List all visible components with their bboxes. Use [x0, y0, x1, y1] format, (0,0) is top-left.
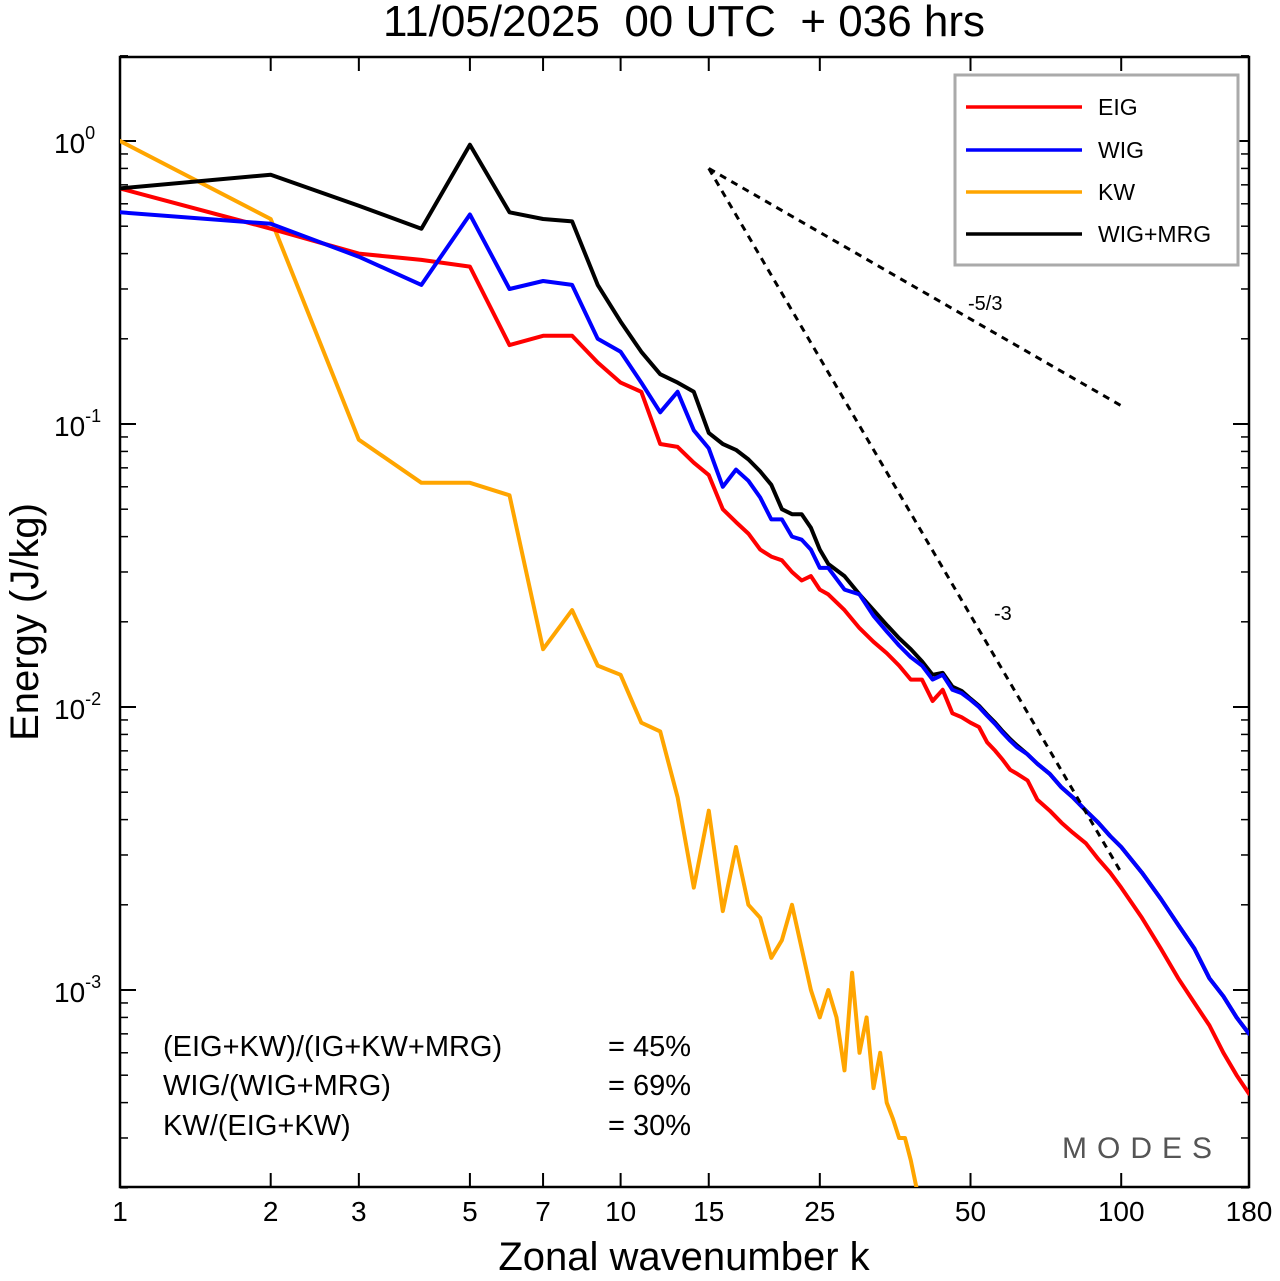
slope-line-five-thirds — [708, 167, 1122, 408]
legend-label-wig: WIG — [1098, 137, 1144, 163]
stats-annotation: (EIG+KW)/(IG+KW+MRG) = 45% WIG/(WIG+MRG)… — [163, 1031, 691, 1142]
y-tick-label: 10-3 — [54, 972, 101, 1008]
series-lines — [120, 139, 1249, 1187]
x-tick-label: 25 — [804, 1196, 835, 1227]
x-tick-label: 2 — [263, 1196, 279, 1227]
axis-ticks: 1 2 3 5 7 10 15 25 50 100 180 100 10-1 10-2 10-3 — [54, 55, 1273, 1227]
x-tick-label: 15 — [693, 1196, 724, 1227]
y-axis-label: Energy (J/kg) — [3, 503, 47, 741]
x-tick-label: 100 — [1098, 1196, 1145, 1227]
legend-label-kw: KW — [1098, 179, 1135, 205]
x-tick-label: 3 — [351, 1196, 367, 1227]
legend-label-eig: EIG — [1098, 94, 1138, 120]
stat-label-1: (EIG+KW)/(IG+KW+MRG) — [163, 1031, 502, 1063]
y-tick-label: 100 — [54, 123, 95, 159]
y-tick-label: 10-1 — [54, 406, 101, 442]
slope-label-three: -3 — [994, 603, 1012, 625]
series-line-wig-mrg — [120, 142, 1249, 1036]
x-axis-label: Zonal wavenumber k — [498, 1235, 870, 1279]
reference-slope-lines — [707, 167, 1123, 874]
stat-value-1: = 45% — [608, 1031, 691, 1063]
chart-title: 11/05/2025 00 UTC + 036 hrs — [383, 0, 985, 46]
series-line-wig — [120, 210, 1249, 1036]
series-line-kw — [120, 139, 919, 1187]
x-tick-label: 180 — [1226, 1196, 1273, 1227]
y-tick-label: 10-2 — [54, 689, 101, 725]
slope-line-three — [707, 167, 1123, 874]
stat-label-3: KW/(EIG+KW) — [163, 1110, 351, 1142]
series-line-eig — [120, 186, 1249, 1096]
x-tick-label: 50 — [955, 1196, 986, 1227]
slope-label-five-thirds: -5/3 — [968, 293, 1002, 315]
stat-label-2: WIG/(WIG+MRG) — [163, 1070, 391, 1102]
legend: EIG WIG KW WIG+MRG — [953, 73, 1240, 267]
stat-value-2: = 69% — [608, 1070, 691, 1102]
x-tick-label: 1 — [112, 1196, 128, 1227]
x-tick-label: 10 — [605, 1196, 636, 1227]
stat-value-3: = 30% — [608, 1110, 691, 1142]
modes-watermark: MODES — [1062, 1132, 1222, 1165]
x-tick-label: 5 — [462, 1196, 478, 1227]
legend-label-wig-mrg: WIG+MRG — [1098, 221, 1211, 247]
x-tick-label: 7 — [535, 1196, 551, 1227]
